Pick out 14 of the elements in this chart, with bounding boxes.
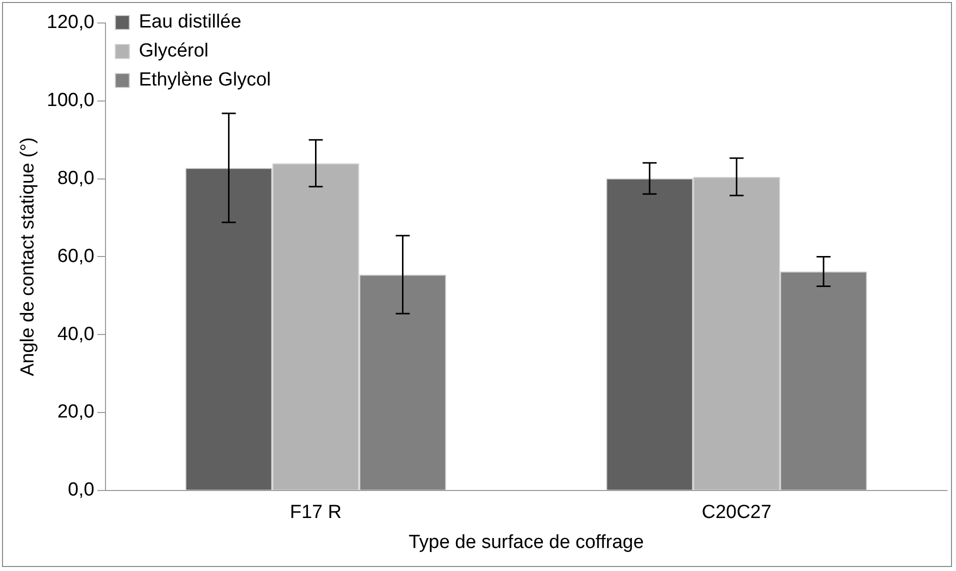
x-tick-label: C20C27 (702, 502, 772, 524)
legend-label: Ethylène Glycol (138, 70, 271, 91)
y-tick-label: 40,0 (57, 324, 94, 345)
y-tick-label: 100,0 (46, 90, 94, 112)
x-tick-label: F17 R (290, 502, 342, 524)
y-tick-label: 120,0 (46, 12, 94, 34)
y-tick-label: 0,0 (68, 480, 94, 501)
x-axis-title: Type de surface de coffrage (408, 532, 644, 553)
y-tick-label: 60,0 (57, 246, 94, 267)
y-tick-label: 20,0 (57, 402, 94, 423)
y-axis-title: Angle de contact statique (°) (18, 137, 39, 376)
legend-label: Eau distillée (138, 12, 242, 33)
y-tick-label: 80,0 (57, 168, 94, 190)
legend-label: Glycérol (138, 40, 209, 62)
